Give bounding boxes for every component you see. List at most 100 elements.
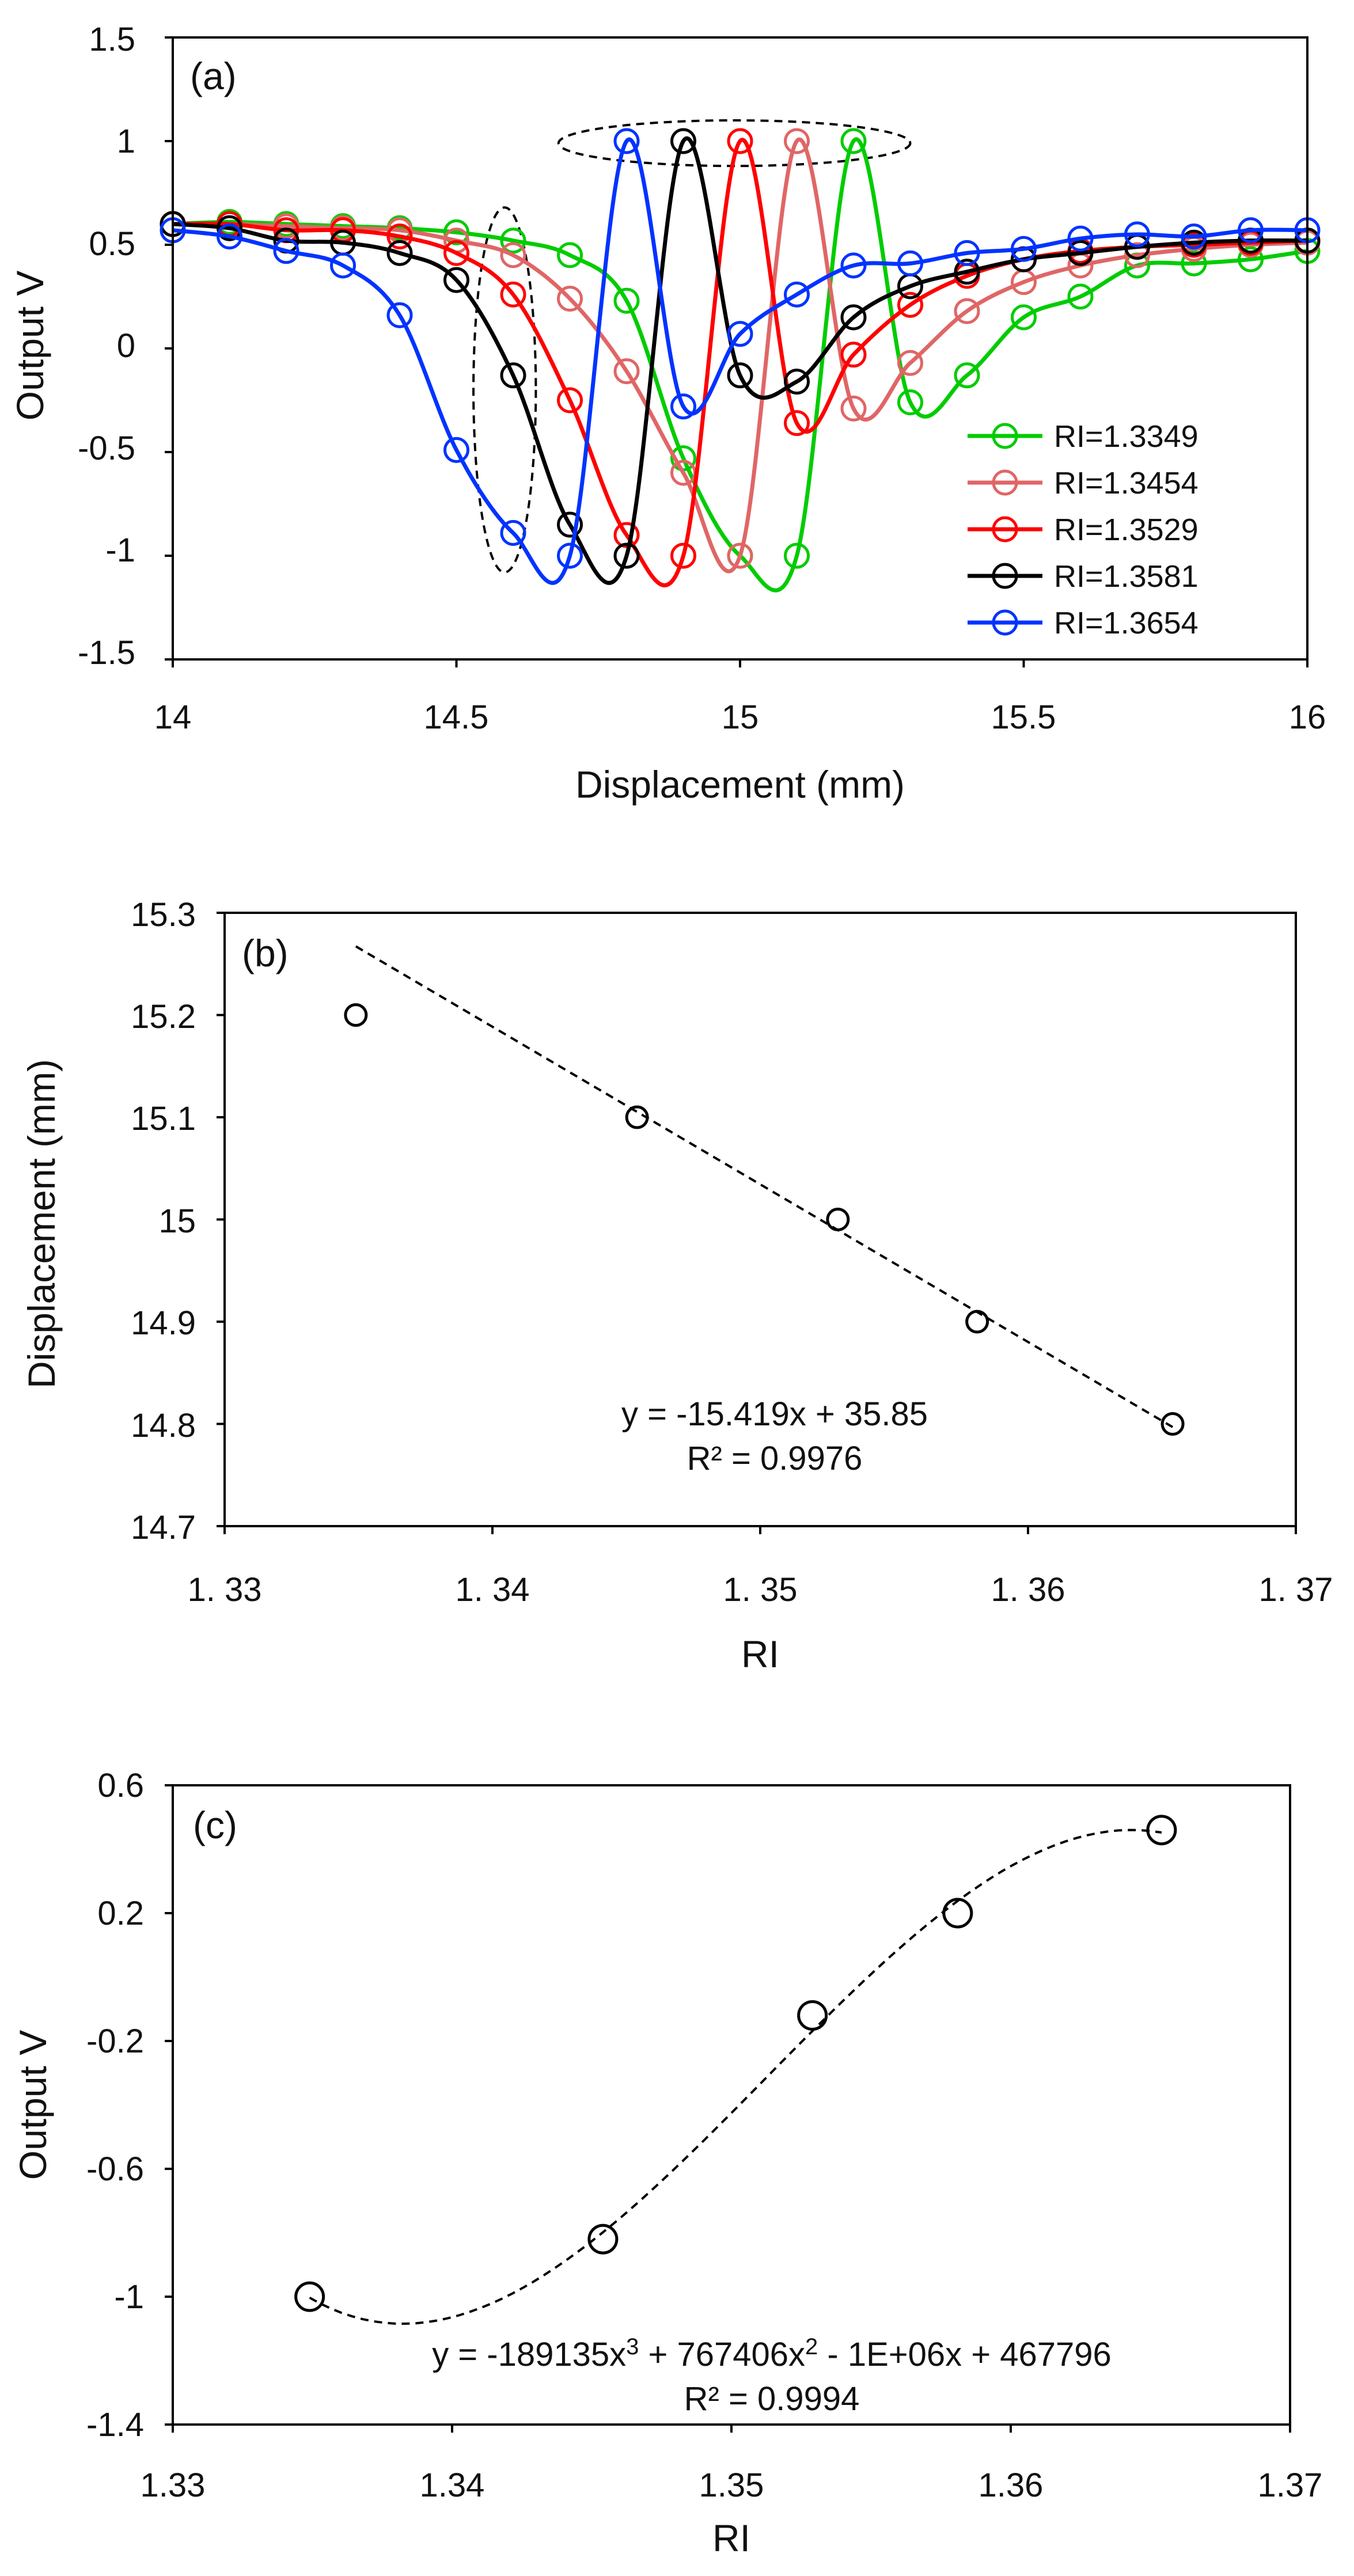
data-point: [500, 519, 526, 546]
data-point: [840, 128, 867, 154]
data-point: [670, 542, 696, 569]
series-line: [172, 137, 1308, 574]
panel-b-xtick-label: 1. 37: [1259, 1571, 1333, 1608]
equation-part: y = -189135x: [432, 2336, 626, 2373]
data-point: [273, 238, 299, 264]
data-point: [330, 252, 356, 279]
panel-b-label: (b): [242, 932, 289, 974]
panel-c-trend-equation: y = -189135x3 + 767406x2 - 1E+06x + 4677…: [432, 2334, 1112, 2373]
panel-c-label: (c): [193, 1804, 237, 1846]
equation-exponent: 3: [626, 2334, 639, 2359]
panel-b-ytick-label: 15.2: [131, 998, 196, 1035]
panel-c-ytick-labels: 0.6 0.2 -0.2 -0.6 -1 -1.4: [86, 1767, 144, 2444]
panel-a-xtick-label: 16: [1289, 699, 1326, 736]
legend-swatch-marker: [992, 469, 1018, 496]
panel-a-ytick-label: -1.5: [78, 634, 135, 671]
legend-item: RI=1.3581: [968, 559, 1199, 594]
panel-b-xtick-label: 1. 35: [723, 1571, 798, 1608]
data-point: [1067, 283, 1094, 310]
data-point: [727, 542, 753, 569]
panel-b-ytick-label: 14.7: [131, 1509, 196, 1546]
panel-c-xtick-label: 1.36: [978, 2467, 1044, 2504]
data-point: [942, 1898, 973, 1929]
data-point: [954, 298, 980, 324]
data-point: [217, 223, 242, 250]
panel-c-ytick-label: 0.6: [97, 1767, 144, 1804]
data-point: [1238, 246, 1264, 272]
data-point: [840, 395, 867, 422]
data-point: [840, 252, 867, 279]
data-point: [727, 321, 753, 347]
legend-swatch-marker: [992, 563, 1018, 589]
data-point: [1160, 1412, 1185, 1436]
data-point: [557, 511, 583, 538]
data-point: [1124, 221, 1150, 248]
series-line: [172, 136, 1308, 585]
legend-item: RI=1.3454: [968, 466, 1199, 500]
data-point: [386, 302, 413, 328]
data-point: [500, 281, 526, 308]
panel-a-y-axis-label: Output V: [9, 271, 51, 421]
panel-a-ytick-label: 1: [117, 123, 135, 160]
panel-b-y-axis-label: Displacement (mm): [20, 1059, 63, 1388]
data-point: [1146, 1815, 1177, 1846]
panel-b-ytick-label: 14.9: [131, 1304, 196, 1342]
data-point: [797, 2000, 828, 2031]
panel-a-ytick-label: 1.5: [89, 21, 135, 58]
data-point: [613, 542, 640, 569]
data-point: [443, 219, 469, 245]
panel-b-ytick-labels: 15.3 15.2 15.1 15 14.9 14.8 14.7: [131, 896, 196, 1546]
data-point: [897, 389, 923, 416]
panel-c-r-squared: R² = 0.9994: [684, 2380, 860, 2418]
panel-c-xtick-label: 1.34: [420, 2467, 485, 2504]
panel-c: 0.6 0.2 -0.2 -0.6 -1 -1.4 1.33 1.34 1.35…: [12, 1767, 1322, 2559]
data-point: [1181, 229, 1207, 256]
data-point: [784, 542, 810, 569]
data-point: [557, 387, 583, 413]
panel-b-xtick-label: 1. 33: [188, 1571, 262, 1608]
data-point: [344, 1003, 368, 1027]
data-point: [613, 522, 640, 548]
data-point: [1011, 236, 1037, 262]
data-point: [443, 267, 469, 293]
legend-label: RI=1.3529: [1054, 513, 1199, 547]
data-point: [386, 240, 413, 266]
data-point: [954, 362, 980, 389]
panel-a: 1.5 1 0.5 0 -0.5 -1 -1.5 14 14.5 15 15.5…: [9, 21, 1326, 806]
data-point: [670, 128, 696, 154]
panel-b-plot-area: [217, 912, 1297, 1534]
panel-a-x-axis-label: Displacement (mm): [575, 763, 905, 806]
panel-b-ytick-label: 15.1: [131, 1100, 196, 1137]
panel-b-ytick-label: 14.8: [131, 1407, 196, 1444]
data-point: [557, 542, 583, 569]
data-point: [386, 223, 413, 250]
data-point: [613, 358, 640, 385]
data-point: [500, 242, 526, 268]
data-point: [1124, 242, 1150, 268]
panel-c-xtick-labels: 1.33 1.34 1.35 1.36 1.37: [141, 2467, 1323, 2504]
panel-a-ytick-labels: 1.5 1 0.5 0 -0.5 -1 -1.5: [78, 21, 135, 671]
data-point: [1238, 217, 1264, 244]
annotation-dashed-ellipse: [557, 119, 912, 168]
data-point: [217, 215, 242, 241]
data-point: [727, 128, 753, 154]
panel-a-ytick-label: -0.5: [78, 430, 135, 467]
panel-b-x-axis-label: RI: [741, 1633, 779, 1675]
data-point: [613, 287, 640, 314]
panel-b-xtick-label: 1. 36: [991, 1571, 1065, 1608]
panel-b-xtick-label: 1. 34: [456, 1571, 530, 1608]
panel-c-ytick-label: -0.2: [86, 2023, 144, 2060]
data-point: [670, 393, 696, 420]
panel-c-frame: [172, 1784, 1291, 2426]
panel-c-xtick-label: 1.33: [141, 2467, 206, 2504]
data-point: [587, 2224, 619, 2255]
data-point: [557, 286, 583, 312]
data-point: [826, 1208, 850, 1231]
data-point: [840, 304, 867, 331]
data-point: [784, 128, 810, 154]
panel-b-frame: [223, 912, 1297, 1527]
data-point: [1067, 240, 1094, 266]
legend-label: RI=1.3654: [1054, 606, 1199, 640]
panel-c-ytick-label: -1: [114, 2278, 144, 2316]
